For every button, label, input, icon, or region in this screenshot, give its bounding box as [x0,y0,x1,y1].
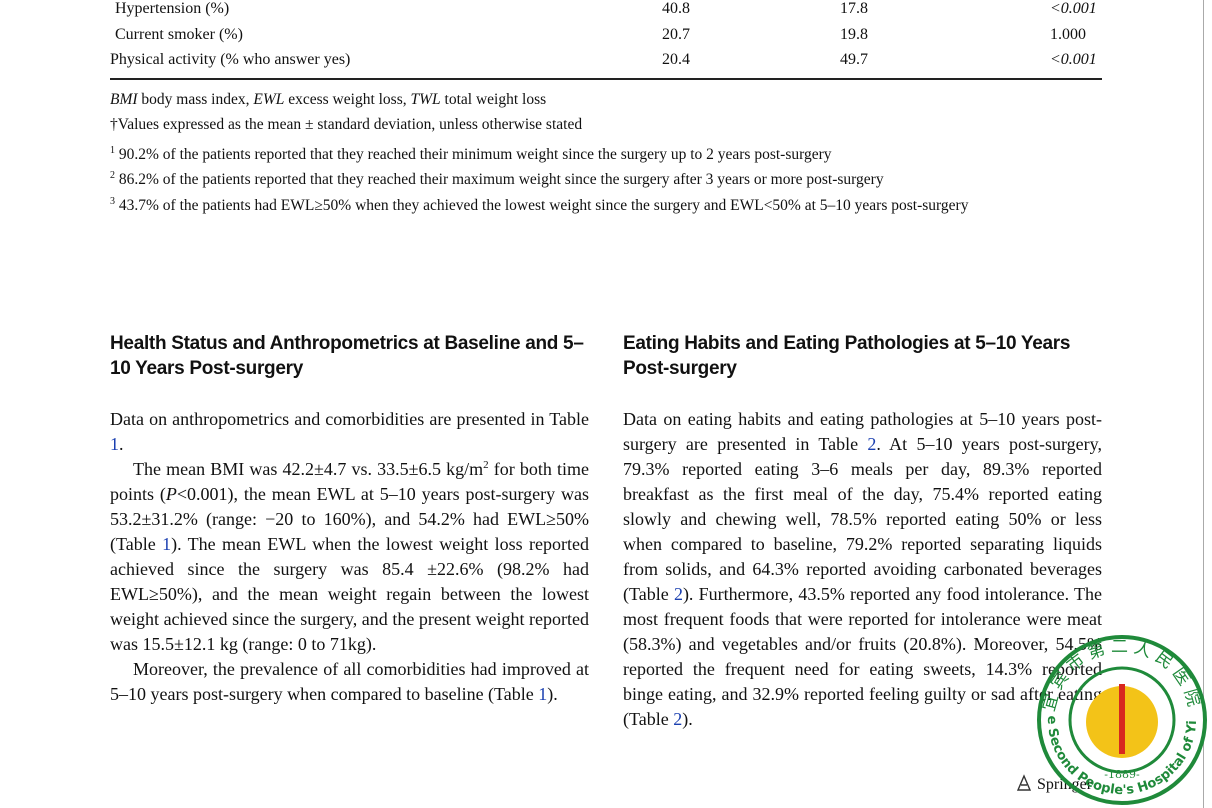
footnote-text: Values expressed as the mean ± standard … [117,116,583,133]
row-label: Hypertension (%) [115,0,230,17]
text-run: ). [682,709,693,729]
stamp-year: -1889- [1104,768,1140,781]
text-run: Moreover, the prevalence of all comorbid… [110,659,589,704]
table-cell: 19.8 [840,25,868,43]
table-ref[interactable]: 1 [538,684,548,704]
page-edge [1203,0,1204,808]
text-run: The mean BMI was 42.2±4.7 vs. 33.5±6.5 k… [133,459,484,479]
footnote-text: 86.2% of the patients reported that they… [118,171,884,188]
footnote-text: 43.7% of the patients had EWL≥50% when t… [118,196,969,214]
footnote-text: 90.2% of the patients reported that they… [118,145,832,163]
text-run: ). [547,684,558,704]
abbr: TWL [410,91,441,108]
table-ref[interactable]: 2 [673,709,683,729]
table-cell: <0.001 [1050,0,1097,17]
row-label: Current smoker (%) [115,25,243,43]
text-run: . At 5–10 years post-surgery, 79.3% repo… [623,434,1102,604]
text-run: . [119,434,124,454]
footnote-mark: 3 [110,195,115,207]
table-ref[interactable]: 2 [673,584,683,604]
table-cell: 1.000 [1050,25,1086,43]
paragraph: The mean BMI was 42.2±4.7 vs. 33.5±6.5 k… [110,457,589,657]
springer-logo [1016,774,1032,791]
text-run: ). The mean EWL when the lowest weight l… [110,534,589,654]
abbr-meaning: excess weight loss, [288,91,407,108]
section-heading: Health Status and Anthropometrics at Bas… [110,333,584,379]
text-run: <0.001), the mean EWL at 5–10 years post… [110,484,589,554]
footnote-mark: † [110,116,118,133]
table-rule [110,78,1102,80]
table-cell: 20.7 [662,25,690,43]
section-heading: Eating Habits and Eating Pathologies at … [623,333,1071,379]
footnote-mark: 1 [110,144,115,156]
section-body: Data on anthropometrics and comorbiditie… [110,407,589,707]
italic-run: P [165,484,177,504]
table-row: Current smoker (%) 20.7 19.8 1.000 [110,22,1102,47]
table-row: Physical activity (% who answer yes) 20.4… [110,47,1102,72]
paragraph: Data on eating habits and eating patholo… [623,407,1102,732]
table-row: Hypertension (%) 40.8 17.8 <0.001 [110,0,1102,21]
abbr-meaning: body mass index, [141,91,250,108]
footnote: 2 86.2% of the patients reported that th… [110,165,884,191]
text-run: for both time points ( [110,459,589,504]
table-cell: 20.4 [662,51,690,68]
table-ref[interactable]: 2 [867,434,877,454]
stamp: 宜宾市第二人民医院 The Second People's Hospital o… [1034,634,1207,805]
table-cell: 49.7 [840,51,868,68]
table-cell: 17.8 [840,0,868,17]
table-cell: 40.8 [662,0,690,17]
text-run: Data on eating habits and eating patholo… [623,409,1102,454]
text-run: Data on anthropometrics and comorbiditie… [110,409,589,429]
table-ref[interactable]: 1 [162,534,172,554]
section-body: Data on eating habits and eating patholo… [623,407,1102,732]
text-run: ). Furthermore, 43.5% reported any food … [623,584,1102,729]
abbr: EWL [253,91,285,108]
paragraph: Moreover, the prevalence of all comorbid… [110,657,589,707]
table-ref[interactable]: 1 [110,434,119,454]
abbr: BMI [110,91,138,108]
footnote-mark: 2 [110,170,115,181]
row-label: Physical activity (% who answer yes) [110,51,351,68]
superscript: 2 [483,459,489,471]
stamp-inner-ring [1068,666,1176,774]
abbreviations: BMI body mass index, EWL excess weight l… [110,89,546,111]
stamp-ring [1037,635,1207,805]
footnote: †Values expressed as the mean ± standard… [110,114,582,136]
abbr-meaning: total weight loss [444,91,547,108]
table-cell: <0.001 [1050,51,1097,68]
footnote: 1 90.2% of the patients reported that th… [110,140,832,166]
paragraph: Data on anthropometrics and comorbiditie… [110,407,589,457]
stamp-staff [1119,684,1125,754]
footnote: 3 43.7% of the patients had EWL≥50% when… [110,191,968,217]
